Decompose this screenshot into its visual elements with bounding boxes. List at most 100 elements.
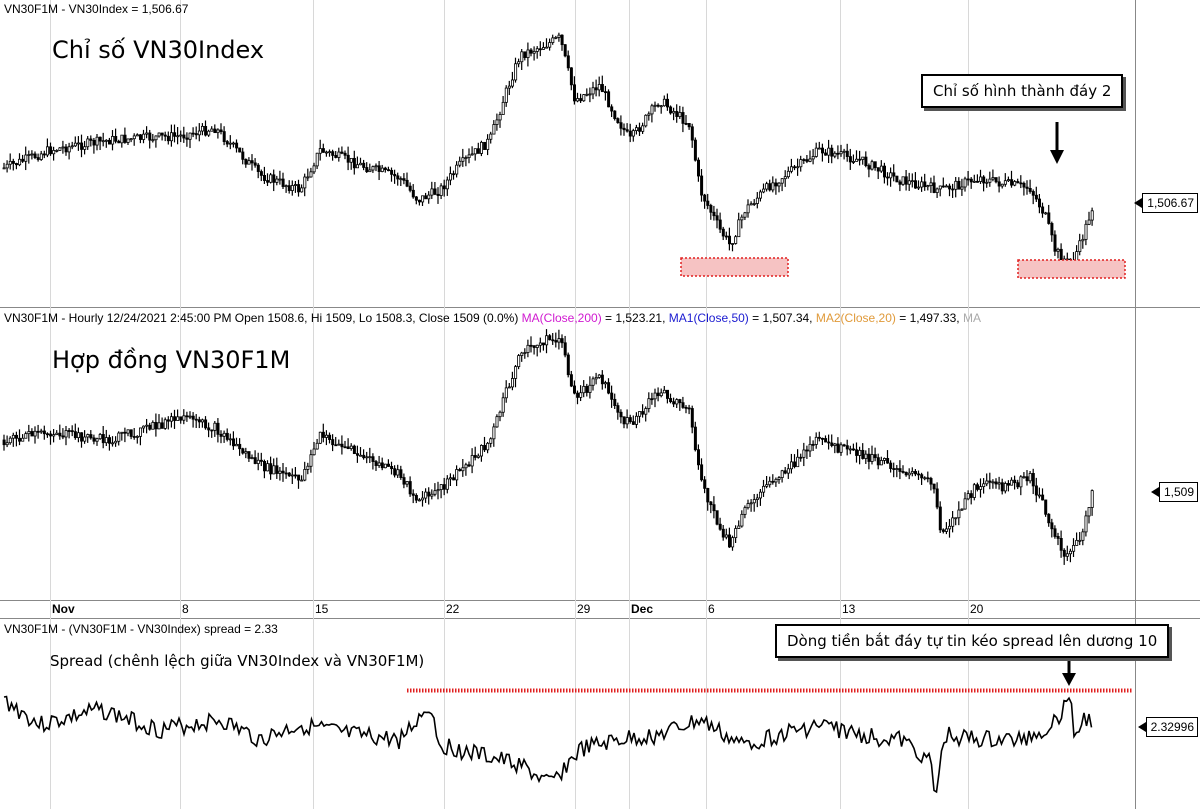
candle-body [917,473,921,476]
candle-body [414,494,418,501]
candle-body [151,421,155,430]
candle-body [73,431,77,439]
candle-body [213,128,217,134]
candle-body [49,146,53,155]
candle-body [123,431,127,434]
candle-body [455,469,459,481]
candle-body [588,384,592,393]
candle-body [979,176,983,182]
candle-body [625,417,629,425]
candle-body [352,445,356,455]
candle-body [405,481,409,485]
candle-body [417,199,421,203]
candle-body [709,205,713,213]
candle-body [566,55,570,69]
candle-body [830,442,834,446]
candle-body [780,470,784,478]
candle-body [873,454,877,459]
candle-body [644,408,648,415]
candle-body [492,426,496,440]
candle-body [1050,522,1054,530]
candle-body [510,79,514,87]
candle-body [979,486,983,490]
candle-body [371,456,375,462]
futures-ohlc-text: VN30F1M - Hourly 12/24/2021 2:45:00 PM O… [4,311,519,325]
candle-body [1025,476,1029,482]
candle-body [554,36,558,39]
candle-body [458,160,462,166]
candle-body [904,176,908,185]
candle-body [70,145,74,148]
candle-body [1000,482,1004,492]
candle-body [982,176,986,184]
candle-body [275,178,279,183]
candle-body [901,176,905,185]
candle-body [98,136,102,142]
candle-body [216,422,220,435]
candle-body [827,147,831,156]
candle-body [821,437,825,440]
candle-body [486,138,490,150]
candle-body [548,335,552,341]
candle-body [262,175,266,181]
candle-body [678,112,682,117]
candle-body [442,484,446,490]
candle-body [402,477,406,485]
candle-body [656,104,660,107]
candle-body [616,405,620,413]
candle-body [383,463,387,469]
spread-last-value: 2.32996 [1137,717,1198,737]
candle-body [786,170,790,178]
candle-body [145,424,149,427]
candle-body [312,165,316,173]
candle-body [120,431,124,434]
candle-body [746,503,750,509]
candle-body [647,113,651,116]
candle-body [805,449,809,452]
candle-body [923,181,927,188]
candle-body [222,131,226,142]
candle-body [1013,479,1017,484]
candle-body [830,147,834,157]
candle-body [238,443,242,450]
candle-body [858,158,862,161]
ma-label: MA(Close,200) [521,311,602,325]
candle-body [514,63,518,81]
candle-body [402,178,406,181]
candle-body [690,126,694,141]
candle-body [721,528,725,538]
arrow-head-2 [1062,673,1076,686]
candle-body [58,432,62,437]
candle-body [681,402,685,408]
candle-body [985,480,989,485]
candle-body [39,153,43,160]
candle-body [1065,553,1069,557]
candle-body [1019,182,1023,185]
candle-body [18,158,22,166]
candle-body [250,457,254,460]
candle-body [421,497,425,501]
candle-body [588,93,592,96]
candle-body [557,338,561,343]
candle-body [724,235,728,238]
candle-body [938,185,942,190]
candle-body [309,171,313,178]
candle-body [284,472,288,475]
candle-body [132,436,136,438]
candle-body [55,432,59,435]
candle-body [619,122,623,129]
candle-body [27,154,31,156]
candle-body [439,484,443,491]
candle-body [247,160,251,165]
candle-body [790,461,794,470]
candle-body [123,134,127,143]
candle-body [411,189,415,198]
candle-body [796,456,800,468]
candle-body [14,434,18,439]
candle-body [219,433,223,437]
candle-body [883,458,887,461]
candle-body [253,162,257,166]
candle-body [666,98,670,108]
candle-body [1019,476,1023,488]
candle-body [1053,528,1057,537]
